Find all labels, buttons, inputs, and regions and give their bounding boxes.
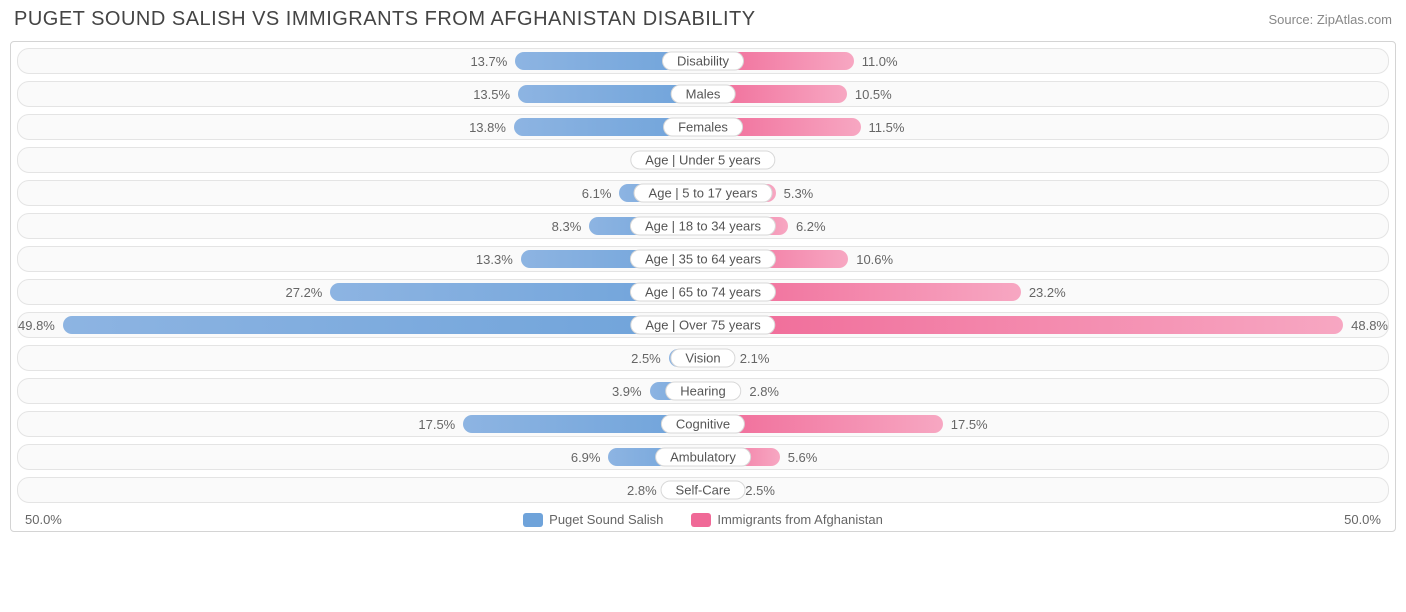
legend: Puget Sound Salish Immigrants from Afgha… xyxy=(523,512,883,527)
left-value: 13.3% xyxy=(476,252,513,267)
category-label: Females xyxy=(663,118,743,137)
data-row: 13.7% 11.0% Disability xyxy=(17,48,1389,74)
right-value: 2.1% xyxy=(740,351,770,366)
right-value: 2.8% xyxy=(749,384,779,399)
data-row: 3.9% 2.8% Hearing xyxy=(17,378,1389,404)
category-label: Age | 65 to 74 years xyxy=(630,283,776,302)
legend-swatch-right xyxy=(691,513,711,527)
legend-item-right: Immigrants from Afghanistan xyxy=(691,512,882,527)
header: PUGET SOUND SALISH VS IMMIGRANTS FROM AF… xyxy=(0,0,1406,41)
right-value: 11.0% xyxy=(862,54,898,69)
category-label: Disability xyxy=(662,52,744,71)
data-row: 13.3% 10.6% Age | 35 to 64 years xyxy=(17,246,1389,272)
data-row: 2.5% 2.1% Vision xyxy=(17,345,1389,371)
left-value: 8.3% xyxy=(552,219,582,234)
legend-label-left: Puget Sound Salish xyxy=(549,512,663,527)
data-row: 49.8% 48.8% Age | Over 75 years xyxy=(17,312,1389,338)
category-label: Age | 35 to 64 years xyxy=(630,250,776,269)
category-label: Cognitive xyxy=(661,415,745,434)
right-value: 10.6% xyxy=(856,252,893,267)
left-value: 17.5% xyxy=(418,417,455,432)
data-row: 17.5% 17.5% Cognitive xyxy=(17,411,1389,437)
right-bar xyxy=(703,316,1343,334)
category-label: Age | Over 75 years xyxy=(630,316,775,335)
right-value: 11.5% xyxy=(869,120,905,135)
left-value: 2.8% xyxy=(627,483,657,498)
right-value: 5.6% xyxy=(788,450,818,465)
source-label: Source: ZipAtlas.com xyxy=(1268,12,1392,27)
right-value: 5.3% xyxy=(784,186,814,201)
right-value: 2.5% xyxy=(745,483,775,498)
category-label: Vision xyxy=(670,349,735,368)
category-label: Males xyxy=(671,85,736,104)
left-value: 27.2% xyxy=(286,285,323,300)
right-value: 10.5% xyxy=(855,87,892,102)
left-bar xyxy=(63,316,703,334)
category-label: Age | 18 to 34 years xyxy=(630,217,776,236)
data-row: 13.5% 10.5% Males xyxy=(17,81,1389,107)
rows-container: 13.7% 11.0% Disability 13.5% 10.5% Males 13.8%… xyxy=(17,48,1389,503)
data-row: 2.8% 2.5%Self-Care xyxy=(17,477,1389,503)
left-value: 49.8% xyxy=(18,318,55,333)
data-row: 6.9% 5.6% Ambulatory xyxy=(17,444,1389,470)
data-row: 27.2% 23.2% Age | 65 to 74 years xyxy=(17,279,1389,305)
left-value: 3.9% xyxy=(612,384,642,399)
category-label: Hearing xyxy=(665,382,741,401)
chart-footer: 50.0% Puget Sound Salish Immigrants from… xyxy=(17,510,1389,527)
axis-right-max: 50.0% xyxy=(1344,512,1381,527)
axis-left-max: 50.0% xyxy=(25,512,62,527)
category-label: Age | Under 5 years xyxy=(630,151,775,170)
right-value: 48.8% xyxy=(1351,318,1388,333)
legend-swatch-left xyxy=(523,513,543,527)
right-value: 17.5% xyxy=(951,417,988,432)
left-value: 6.1% xyxy=(582,186,612,201)
left-value: 6.9% xyxy=(571,450,601,465)
right-value: 6.2% xyxy=(796,219,826,234)
left-value: 13.5% xyxy=(473,87,510,102)
left-value: 2.5% xyxy=(631,351,661,366)
legend-label-right: Immigrants from Afghanistan xyxy=(717,512,882,527)
data-row: 6.1% 5.3% Age | 5 to 17 years xyxy=(17,180,1389,206)
category-label: Self-Care xyxy=(661,481,746,500)
left-value: 13.8% xyxy=(469,120,506,135)
chart-title: PUGET SOUND SALISH VS IMMIGRANTS FROM AF… xyxy=(14,8,756,31)
data-row: 0.97%0.91%Age | Under 5 years xyxy=(17,147,1389,173)
right-value: 23.2% xyxy=(1029,285,1066,300)
data-row: 13.8% 11.5% Females xyxy=(17,114,1389,140)
category-label: Age | 5 to 17 years xyxy=(634,184,773,203)
left-value: 13.7% xyxy=(470,54,507,69)
category-label: Ambulatory xyxy=(655,448,751,467)
legend-item-left: Puget Sound Salish xyxy=(523,512,663,527)
data-row: 8.3% 6.2% Age | 18 to 34 years xyxy=(17,213,1389,239)
chart-container: 13.7% 11.0% Disability 13.5% 10.5% Males 13.8%… xyxy=(10,41,1396,532)
